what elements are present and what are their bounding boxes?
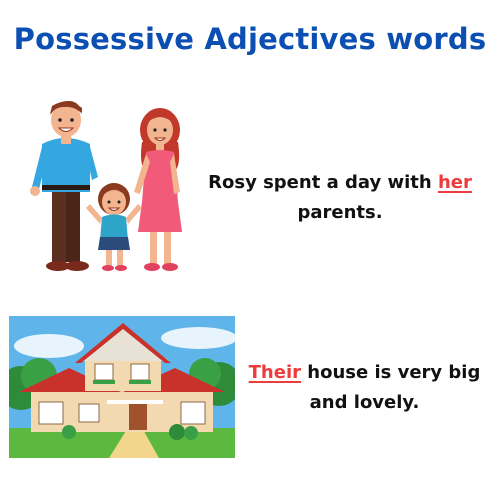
mother-figure (134, 108, 182, 271)
example-sentence-1: Rosy spent a day with her parents. (205, 168, 475, 228)
sentence-text-after: house is very big and lovely. (301, 362, 481, 413)
sentence-text-after: parents. (297, 202, 383, 223)
page-title: Possessive Adjectives words (13, 22, 487, 56)
sentence-text-before: Rosy spent a day with (208, 172, 438, 193)
house-illustration (9, 316, 235, 458)
father-figure (30, 100, 98, 271)
family-illustration (20, 92, 205, 277)
daughter-figure (86, 183, 142, 271)
possessive-adjective-highlight: her (437, 172, 472, 193)
possessive-adjective-highlight: Their (248, 362, 301, 383)
example-sentence-2: Their house is very big and lovely. (232, 358, 497, 418)
